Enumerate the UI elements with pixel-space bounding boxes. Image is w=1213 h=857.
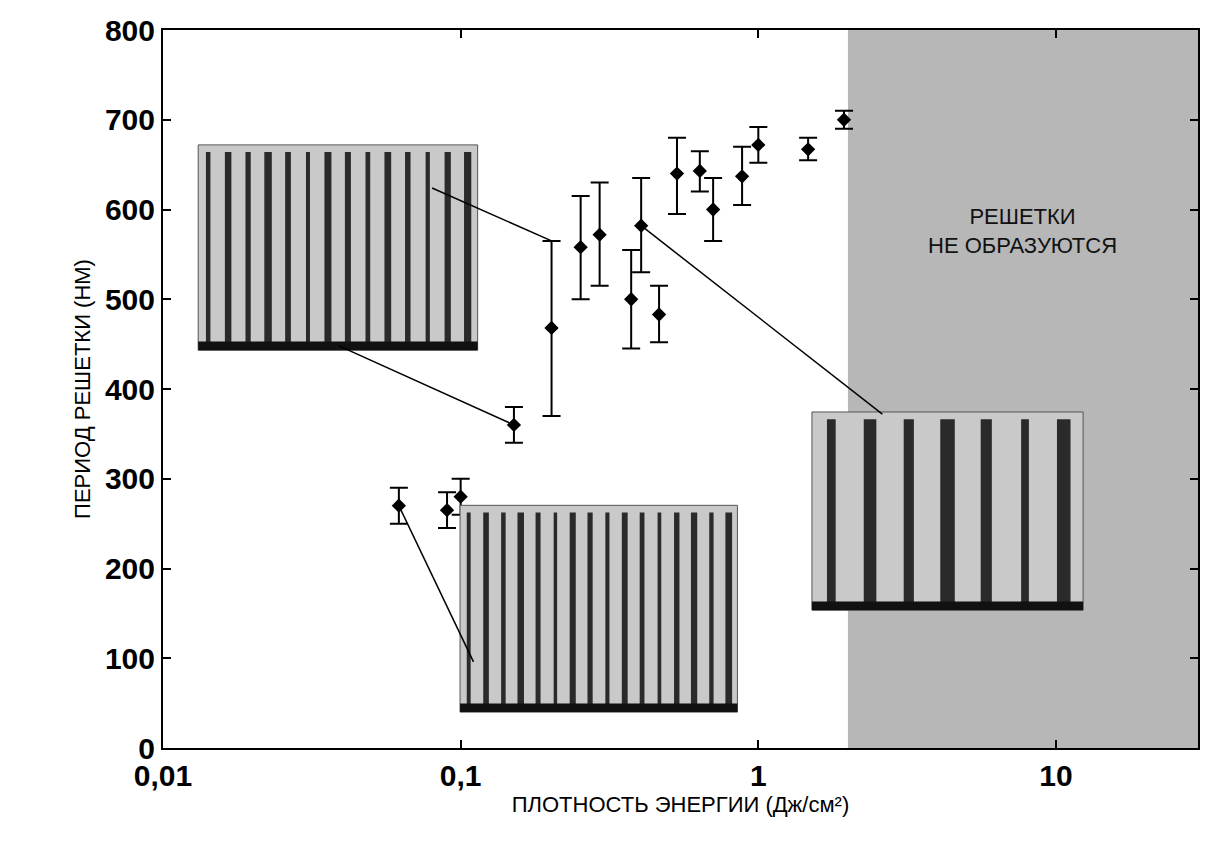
svg-text:ПЛОТНОСТЬ ЭНЕРГИИ (Дж/см²): ПЛОТНОСТЬ ЭНЕРГИИ (Дж/см²) bbox=[512, 792, 849, 817]
svg-text:РЕШЕТКИНЕ ОБРАЗУЮТСЯ: РЕШЕТКИНЕ ОБРАЗУЮТСЯ bbox=[928, 204, 1117, 258]
svg-text:0,01: 0,01 bbox=[134, 759, 192, 792]
svg-text:ПЕРИОД РЕШЕТКИ (НМ): ПЕРИОД РЕШЕТКИ (НМ) bbox=[70, 259, 95, 519]
svg-text:200: 200 bbox=[105, 552, 155, 585]
svg-text:300: 300 bbox=[105, 462, 155, 495]
svg-text:600: 600 bbox=[105, 193, 155, 226]
svg-text:0: 0 bbox=[138, 732, 155, 765]
svg-text:400: 400 bbox=[105, 373, 155, 406]
svg-text:0,1: 0,1 bbox=[440, 759, 482, 792]
svg-text:800: 800 bbox=[105, 14, 155, 47]
svg-text:500: 500 bbox=[105, 283, 155, 316]
svg-text:1: 1 bbox=[750, 759, 767, 792]
svg-text:100: 100 bbox=[105, 642, 155, 675]
svg-text:700: 700 bbox=[105, 103, 155, 136]
svg-text:10: 10 bbox=[1039, 759, 1072, 792]
